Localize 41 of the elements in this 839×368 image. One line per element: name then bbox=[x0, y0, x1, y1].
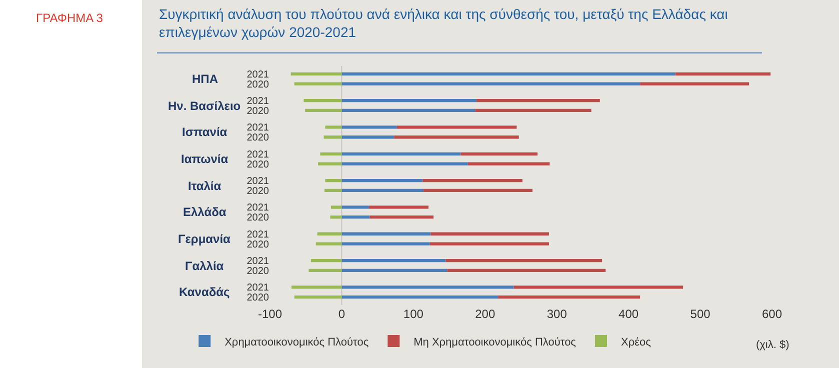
chart-title: Συγκριτική ανάλυση του πλούτου ανά ενήλικα και της σύνθεσής του, μεταξύ της Ελλάδας και επιλεγμένων χωρών 2020-2021 bbox=[159, 6, 728, 40]
text: Ελλάδα bbox=[183, 205, 227, 219]
text: Ιταλία bbox=[188, 179, 222, 193]
y-tick-label: 2020 bbox=[246, 239, 270, 250]
x-tick-label: 300 bbox=[546, 307, 568, 321]
y-tick-label: 2021 bbox=[246, 69, 270, 80]
x-tick-label: 0 bbox=[338, 307, 346, 321]
y-tick-label: 2021 bbox=[246, 282, 270, 294]
y-tick-label: 2020 bbox=[246, 79, 270, 90]
text: Ην. Βασίλειο bbox=[168, 99, 241, 113]
x-tick-label: 600 bbox=[762, 307, 782, 321]
y-tick-label: 2020 bbox=[246, 106, 270, 117]
legend-label: Χρηματοοικονομικός Πλούτος bbox=[224, 336, 369, 348]
text: Γαλλία bbox=[185, 259, 224, 273]
text: ΓΡΑΦΗΜΑ 3 bbox=[36, 11, 104, 25]
x-tick-label: 100 bbox=[403, 307, 424, 321]
x-axis-title: (χιλ. $) bbox=[756, 339, 790, 351]
y-tick-label: 2020 bbox=[246, 292, 270, 304]
y-tick-label: 2020 bbox=[246, 186, 270, 197]
text: Γερμανία bbox=[178, 232, 232, 246]
text: Ιαπωνία bbox=[181, 152, 229, 166]
y-tick-label: 2021 bbox=[246, 229, 270, 240]
x-tick-label: 400 bbox=[618, 307, 639, 321]
text: Ισπανία bbox=[182, 125, 228, 139]
x-tick-label: 200 bbox=[475, 307, 496, 321]
y-tick-label: 2020 bbox=[246, 212, 270, 224]
x-tick-label: -100 bbox=[258, 307, 282, 321]
x-tick-label: 500 bbox=[690, 307, 711, 321]
y-tick-label: 2020 bbox=[246, 266, 270, 277]
text: Καναδάς bbox=[179, 285, 230, 299]
y-tick-label: 2021 bbox=[246, 176, 270, 188]
y-tick-label: 2021 bbox=[246, 149, 270, 160]
y-tick-label: 2021 bbox=[246, 256, 270, 268]
y-tick-label: 2020 bbox=[246, 159, 270, 170]
legend-label: Χρέος bbox=[620, 336, 651, 348]
text: ΗΠΑ bbox=[192, 72, 218, 86]
y-tick-label: 2021 bbox=[246, 122, 270, 134]
y-tick-label: 2021 bbox=[246, 96, 270, 108]
legend-label: Μη Χρηματοοικονομικός Πλούτος bbox=[414, 336, 576, 348]
y-tick-label: 2021 bbox=[246, 202, 270, 214]
y-tick-label: 2020 bbox=[246, 132, 270, 144]
